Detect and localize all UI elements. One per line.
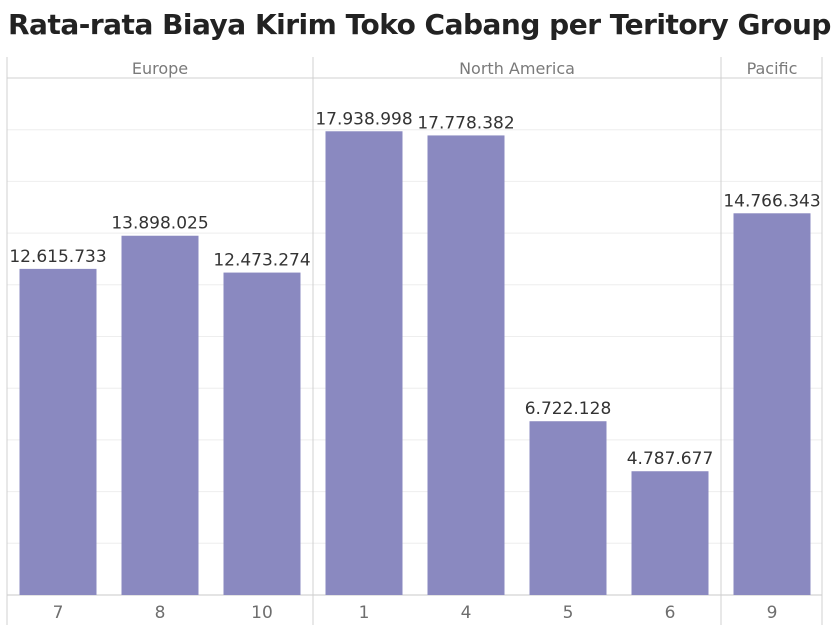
data-label-6: 4.787.677 — [627, 449, 714, 469]
x-tick-10: 10 — [251, 603, 273, 623]
group-label-north-america: North America — [459, 59, 575, 78]
bar-1 — [325, 131, 403, 595]
bar-5 — [529, 421, 607, 595]
bar-9 — [733, 213, 811, 595]
x-tick-6: 6 — [665, 603, 676, 623]
x-tick-7: 7 — [53, 603, 64, 623]
data-label-1: 17.938.998 — [315, 109, 412, 129]
data-label-10: 12.473.274 — [213, 251, 310, 271]
x-tick-8: 8 — [155, 603, 166, 623]
data-label-8: 13.898.025 — [111, 214, 208, 234]
x-tick-5: 5 — [563, 603, 574, 623]
bar-4 — [427, 135, 505, 595]
x-tick-9: 9 — [767, 603, 778, 623]
data-label-5: 6.722.128 — [525, 399, 612, 419]
data-label-4: 17.778.382 — [417, 113, 514, 133]
bar-7 — [19, 268, 97, 595]
chart-title: Rata-rata Biaya Kirim Toko Cabang per Te… — [8, 8, 831, 41]
x-tick-1: 1 — [359, 603, 370, 623]
group-label-europe: Europe — [132, 59, 188, 78]
group-label-pacific: Pacific — [747, 59, 798, 78]
x-tick-4: 4 — [461, 603, 472, 623]
bar-8 — [121, 235, 199, 595]
data-label-9: 14.766.343 — [723, 191, 820, 211]
bar-10 — [223, 272, 301, 595]
bar-6 — [631, 471, 709, 595]
data-label-7: 12.615.733 — [9, 247, 106, 267]
